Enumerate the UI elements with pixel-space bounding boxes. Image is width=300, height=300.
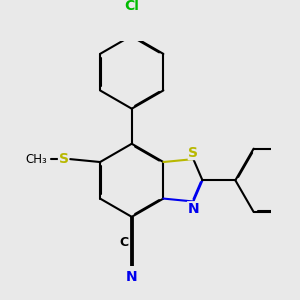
Text: N: N (188, 202, 199, 216)
Text: S: S (188, 146, 198, 160)
Text: C: C (119, 236, 128, 249)
Text: Cl: Cl (124, 0, 139, 14)
Text: S: S (58, 152, 69, 166)
Text: N: N (126, 270, 137, 284)
Text: CH₃: CH₃ (25, 153, 47, 166)
